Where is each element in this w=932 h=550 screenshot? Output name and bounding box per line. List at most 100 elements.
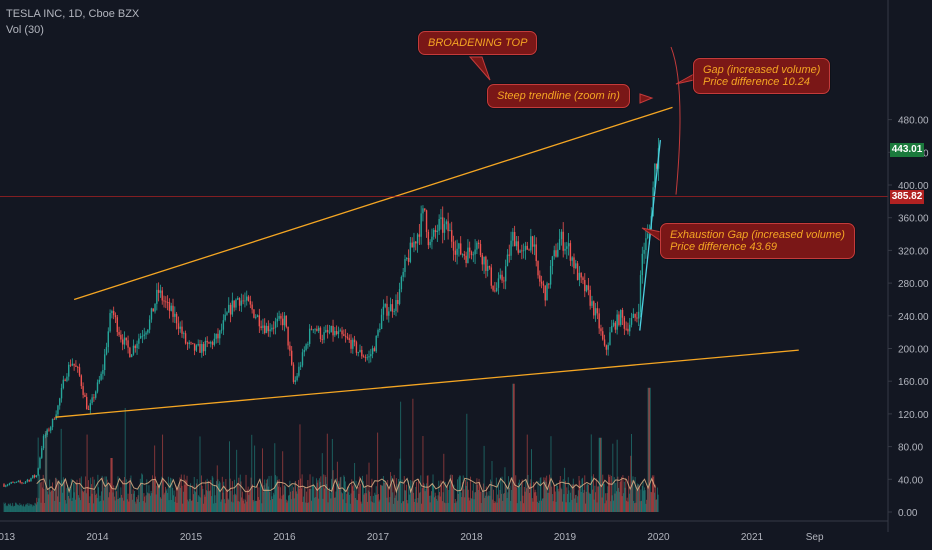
volume-bar <box>27 503 29 512</box>
candle-body <box>438 218 440 231</box>
volume-bar <box>362 481 364 512</box>
volume-bar <box>522 495 524 512</box>
volume-bar <box>241 497 243 512</box>
candle-body <box>645 238 647 250</box>
volume-bar <box>528 486 530 512</box>
volume-bar <box>147 492 148 512</box>
volume-bar <box>637 484 639 512</box>
volume-bar <box>126 499 128 512</box>
volume-bar <box>168 500 170 512</box>
candle-body <box>57 405 59 415</box>
volume-bar <box>38 498 40 512</box>
volume-bar <box>105 486 107 512</box>
volume-bar <box>247 486 249 512</box>
candle-body <box>591 301 593 306</box>
volume-bar <box>408 480 410 512</box>
candle-body <box>323 332 325 340</box>
volume-bar <box>605 493 607 512</box>
volume-bar <box>103 500 105 512</box>
candle-body <box>10 482 12 484</box>
candle-body <box>521 250 523 252</box>
candle-body <box>656 163 658 169</box>
volume-bar <box>622 475 624 512</box>
candle-body <box>213 338 216 345</box>
volume-bar <box>599 437 601 512</box>
volume-bar <box>213 484 215 512</box>
volume-bar <box>166 488 168 512</box>
volume-bar <box>270 475 272 512</box>
volume-bar <box>618 487 620 512</box>
volume-bar <box>22 504 24 512</box>
candle-body <box>48 429 50 431</box>
candle-body <box>636 317 638 319</box>
volume-bar <box>318 478 320 512</box>
volume-bar <box>338 481 340 512</box>
volume-bar <box>410 480 412 512</box>
candle-body <box>420 213 422 237</box>
volume-legend[interactable]: Vol (30) <box>6 24 44 36</box>
candle-body <box>560 231 563 240</box>
volume-bar <box>163 494 165 512</box>
volume-bar <box>517 487 519 512</box>
volume-bar <box>656 487 658 512</box>
volume-bar <box>357 487 359 512</box>
volume-bar <box>72 497 74 512</box>
gap-label[interactable]: Gap (increased volume) Price difference … <box>693 58 831 94</box>
candle-body <box>337 331 340 335</box>
volume-bar <box>331 478 333 512</box>
candle-body <box>566 246 568 249</box>
volume-bar <box>615 482 617 512</box>
candle-body <box>237 298 239 300</box>
volume-bar <box>275 475 276 512</box>
volume-bar <box>117 476 119 512</box>
candle-body <box>522 250 525 252</box>
candle-body <box>325 329 327 333</box>
candle-body <box>440 217 442 219</box>
volume-bar <box>80 476 82 512</box>
candle-body <box>411 242 413 248</box>
candle-body <box>86 396 88 410</box>
volume-bar <box>489 495 491 512</box>
candle-body <box>112 311 115 316</box>
volume-bar <box>232 502 234 512</box>
volume-bar <box>398 478 399 512</box>
candle-body <box>159 290 162 293</box>
volume-bar <box>541 498 543 512</box>
exhaustion-gap-label[interactable]: Exhaustion Gap (increased volume) Price … <box>660 223 855 259</box>
volume-bar <box>459 475 461 512</box>
volume-bar <box>623 493 625 512</box>
volume-bar <box>271 496 273 512</box>
volume-bar <box>162 479 164 512</box>
volume-bar <box>200 475 202 512</box>
volume-bar <box>390 475 392 512</box>
volume-bar <box>263 485 265 512</box>
volume-bar <box>211 475 213 512</box>
candle-body <box>382 306 385 315</box>
volume-bar <box>611 495 613 512</box>
exhaustion-gap-line2: Price difference 43.69 <box>670 241 778 253</box>
candle-body <box>35 475 38 478</box>
volume-bar <box>187 499 189 512</box>
candle-body <box>540 281 543 284</box>
candle-body <box>643 249 645 254</box>
volume-bar <box>261 503 263 512</box>
volume-bar <box>421 488 423 512</box>
x-tick-label-6: 2019 <box>554 532 577 543</box>
volume-bar <box>391 483 393 512</box>
volume-bar <box>138 487 140 512</box>
candle-body <box>611 325 613 333</box>
volume-bar <box>241 491 243 512</box>
candle-body <box>580 272 582 278</box>
candle-body <box>184 333 187 344</box>
candle-body <box>5 485 7 487</box>
steep-trendline-label[interactable]: Steep trendline (zoom in) <box>487 84 630 108</box>
volume-bar <box>549 474 550 512</box>
volume-bar <box>455 502 457 512</box>
volume-bar <box>116 491 118 512</box>
volume-bar <box>539 500 540 512</box>
candle-body <box>449 230 451 232</box>
volume-bar <box>283 485 285 512</box>
broadening-top-label[interactable]: BROADENING TOP <box>418 31 538 55</box>
symbol-legend[interactable]: TESLA INC, 1D, Cboe BZX <box>6 8 140 20</box>
